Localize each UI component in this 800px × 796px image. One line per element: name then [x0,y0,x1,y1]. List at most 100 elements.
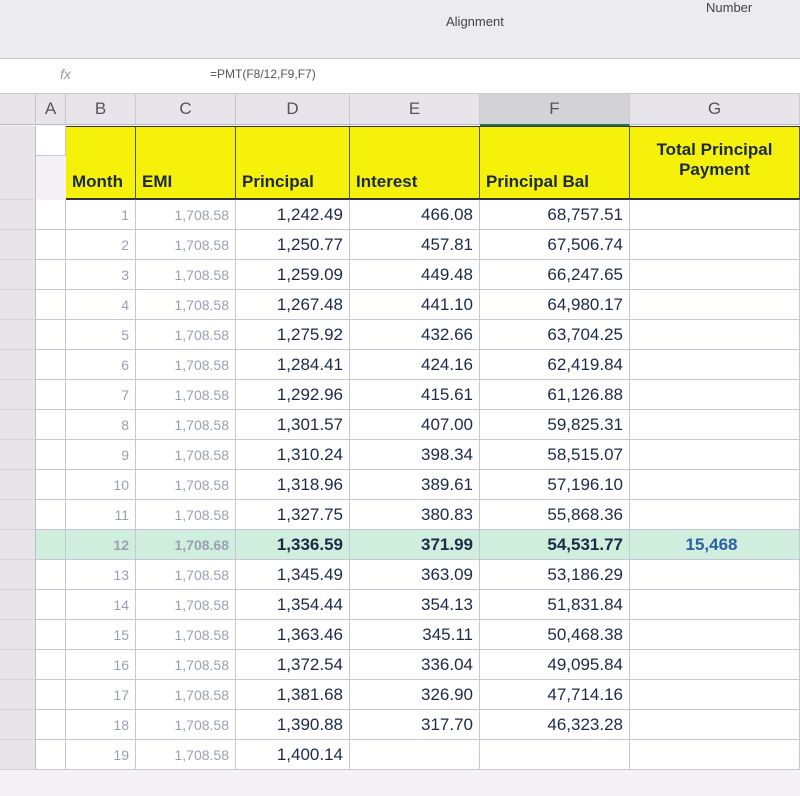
cell[interactable] [630,680,800,710]
row-header[interactable] [0,590,36,620]
cell[interactable]: 1,390.88 [236,710,350,740]
cell[interactable]: 50,468.38 [480,620,630,650]
column-header[interactable]: G [630,94,800,125]
cell[interactable] [36,350,66,380]
row-header[interactable] [0,260,36,290]
row-header[interactable] [0,200,36,230]
cell[interactable] [36,380,66,410]
cell[interactable] [630,560,800,590]
column-header[interactable]: C [136,94,236,125]
cell[interactable]: 15,468 [630,530,800,560]
cell[interactable]: 57,196.10 [480,470,630,500]
cell[interactable] [36,320,66,350]
cell[interactable]: 415.61 [350,380,480,410]
row-header[interactable] [0,380,36,410]
cell[interactable]: 449.48 [350,260,480,290]
cell[interactable]: 1,250.77 [236,230,350,260]
cell[interactable]: 1,708.58 [136,440,236,470]
cell[interactable]: 51,831.84 [480,590,630,620]
cell[interactable] [36,500,66,530]
column-header[interactable]: B [66,94,136,125]
cell[interactable] [630,440,800,470]
cell[interactable]: 15 [66,620,136,650]
row-header[interactable] [0,650,36,680]
cell[interactable] [630,230,800,260]
row-header[interactable] [0,500,36,530]
cell[interactable]: 1,708.58 [136,320,236,350]
cell[interactable]: 19 [66,740,136,770]
cell[interactable]: 55,868.36 [480,500,630,530]
cell[interactable]: 18 [66,710,136,740]
cell[interactable] [36,410,66,440]
cell[interactable] [630,260,800,290]
cell[interactable] [630,470,800,500]
cell[interactable] [630,650,800,680]
cell[interactable]: 457.81 [350,230,480,260]
cell[interactable] [36,530,66,560]
cell[interactable] [36,440,66,470]
cell[interactable]: 1,345.49 [236,560,350,590]
cell[interactable] [36,740,66,770]
cell[interactable]: 1,381.68 [236,680,350,710]
cell[interactable]: 1,242.49 [236,200,350,230]
cell[interactable] [36,590,66,620]
cell[interactable]: 1,708.58 [136,680,236,710]
cell[interactable] [36,260,66,290]
cell[interactable]: 363.09 [350,560,480,590]
cell[interactable]: 1,708.58 [136,200,236,230]
corner-cell[interactable] [0,94,36,125]
cell[interactable] [36,290,66,320]
cell[interactable] [630,500,800,530]
column-header[interactable]: E [350,94,480,125]
cell[interactable]: 380.83 [350,500,480,530]
cell[interactable]: 59,825.31 [480,410,630,440]
ribbon-group-label[interactable]: Alignment [446,14,504,29]
cell[interactable] [630,710,800,740]
cell[interactable]: 336.04 [350,650,480,680]
cell[interactable] [350,740,480,770]
cell[interactable]: 9 [66,440,136,470]
cell[interactable]: 317.70 [350,710,480,740]
cell[interactable]: 1,318.96 [236,470,350,500]
cell[interactable]: 12 [66,530,136,560]
cell[interactable]: 3 [66,260,136,290]
cell[interactable] [36,560,66,590]
cell[interactable]: 1,708.58 [136,740,236,770]
cell[interactable]: 1,708.58 [136,650,236,680]
table-header[interactable]: Month [66,126,136,200]
cell[interactable] [630,350,800,380]
table-header[interactable]: EMI [136,126,236,200]
cell[interactable]: 1,259.09 [236,260,350,290]
cell[interactable]: 1,336.59 [236,530,350,560]
cell[interactable]: 1,708.58 [136,560,236,590]
cell[interactable]: 1,708.58 [136,500,236,530]
cell[interactable]: 1,708.68 [136,530,236,560]
cell[interactable] [630,290,800,320]
cell[interactable] [36,650,66,680]
cell[interactable] [36,680,66,710]
row-header[interactable] [0,410,36,440]
cell[interactable]: 466.08 [350,200,480,230]
row-header[interactable] [0,440,36,470]
cell[interactable]: 8 [66,410,136,440]
cell[interactable]: 1,708.58 [136,470,236,500]
cell[interactable]: 432.66 [350,320,480,350]
cell[interactable]: 14 [66,590,136,620]
cell[interactable]: 1 [66,200,136,230]
column-header[interactable]: D [236,94,350,125]
cell[interactable] [630,380,800,410]
cell[interactable]: 53,186.29 [480,560,630,590]
cell[interactable]: 1,310.24 [236,440,350,470]
table-header[interactable]: Total Principal Payment [630,126,800,200]
row-header[interactable] [0,530,36,560]
cell[interactable]: 1,354.44 [236,590,350,620]
cell[interactable]: 1,292.96 [236,380,350,410]
fx-icon[interactable]: fx [60,66,71,82]
row-header[interactable] [0,560,36,590]
cell[interactable]: 67,506.74 [480,230,630,260]
cell[interactable] [36,620,66,650]
cell[interactable]: 1,400.14 [236,740,350,770]
cell[interactable]: 4 [66,290,136,320]
row-header[interactable] [0,350,36,380]
cell[interactable]: 11 [66,500,136,530]
